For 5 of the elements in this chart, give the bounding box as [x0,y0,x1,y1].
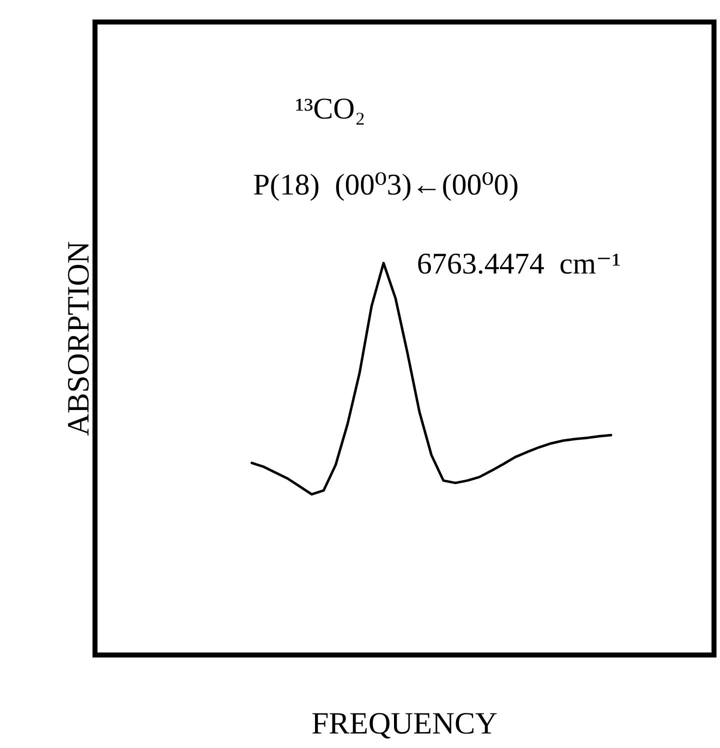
x-axis-title: FREQUENCY [311,706,498,741]
y-axis-title: ABSORPTION [60,241,96,436]
annotation: 6763.4474 cm⁻¹ [416,248,621,281]
text: ¹³CO₂ [295,92,366,126]
text: P(18) (00⁰3)←(00⁰0) [253,168,519,202]
